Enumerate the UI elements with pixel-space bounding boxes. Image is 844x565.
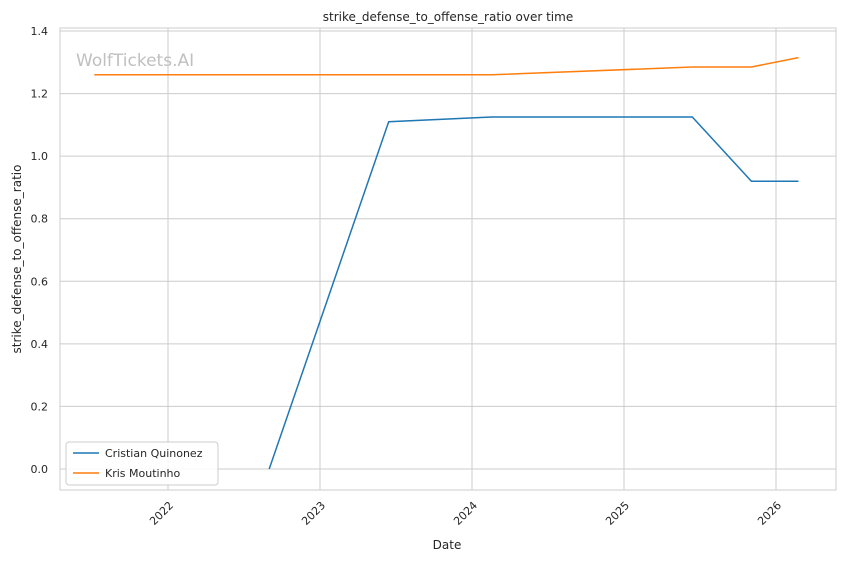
y-tick-label: 1.2 xyxy=(31,88,49,101)
x-axis-label: Date xyxy=(433,538,462,552)
x-tick-label: 2026 xyxy=(755,499,784,528)
chart-title: strike_defense_to_offense_ratio over tim… xyxy=(323,10,573,24)
y-tick-label: 0.2 xyxy=(31,400,49,413)
y-tick-label: 1.4 xyxy=(31,25,49,38)
legend-label-0: Cristian Quinonez xyxy=(105,447,203,460)
plot-frame xyxy=(59,27,837,491)
watermark: WolfTickets.AI xyxy=(76,51,194,71)
x-tick-label: 2022 xyxy=(147,499,176,528)
y-tick-label: 0.0 xyxy=(31,463,49,476)
x-tick-label: 2023 xyxy=(299,499,328,528)
y-tick-label: 1.0 xyxy=(31,150,49,163)
legend: Cristian Quinonez Kris Moutinho xyxy=(65,441,219,486)
series-line-0 xyxy=(268,116,799,470)
x-tick-label: 2025 xyxy=(603,499,632,528)
grid xyxy=(60,28,836,490)
y-tick-label: 0.8 xyxy=(31,213,49,226)
y-axis-label: strike_defense_to_offense_ratio xyxy=(10,165,24,354)
y-tick-label: 0.4 xyxy=(31,338,49,351)
series-line-1 xyxy=(94,56,799,76)
legend-label-1: Kris Moutinho xyxy=(105,467,181,480)
x-tick-label: 2024 xyxy=(451,499,480,528)
y-tick-label: 0.6 xyxy=(31,275,49,288)
series-lines xyxy=(94,56,799,470)
